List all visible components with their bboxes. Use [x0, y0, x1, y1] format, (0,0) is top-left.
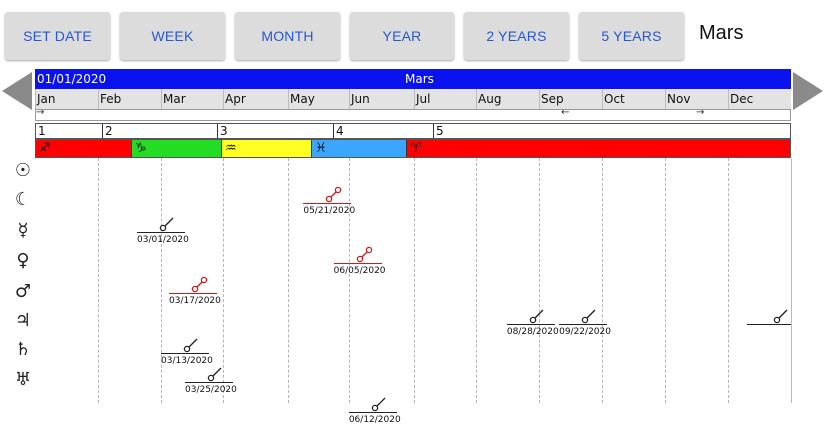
- year-button[interactable]: YEAR: [350, 12, 454, 60]
- conjunction-icon: [529, 309, 544, 324]
- direct-arrow-icon: →: [36, 107, 45, 118]
- month-label: Dec: [728, 89, 791, 109]
- capricorn-icon: ♑: [132, 140, 222, 157]
- month-label: Jan: [35, 89, 98, 109]
- month-gridline: [349, 158, 350, 403]
- mercury-icon: ☿: [17, 220, 29, 241]
- month-label: Aug: [476, 89, 539, 109]
- timeline-start-date: 01/01/2020: [37, 72, 107, 86]
- month-button[interactable]: MONTH: [235, 12, 340, 60]
- mars-icon: ♂: [14, 281, 32, 302]
- month-gridline: [414, 158, 415, 403]
- conjunction-icon: [773, 309, 788, 324]
- month-label: Oct: [602, 89, 665, 109]
- phase-number-row: 1 2 3 4 5: [35, 123, 791, 139]
- month-gridline: [98, 158, 99, 403]
- phase-number: 5: [433, 124, 444, 138]
- jupiter-icon: ♃: [14, 310, 32, 331]
- uranus-icon: ♅: [14, 369, 32, 390]
- phase-number: 3: [217, 124, 228, 138]
- aspect-date-label: 08/28/2020: [506, 327, 559, 337]
- month-gridline: [476, 158, 477, 403]
- aspect-date-label: 03/13/2020: [161, 356, 213, 366]
- zodiac-sign-row: ♐ ♑ ♒ ♓ ♈: [35, 139, 791, 158]
- month-label: Mar: [161, 89, 223, 109]
- month-gridline: [728, 158, 729, 403]
- aspect-date-label: 05/21/2020: [303, 206, 356, 216]
- aspect-date-label: 03/17/2020: [169, 296, 221, 306]
- phase-number: 1: [38, 124, 46, 138]
- aspect-span-line: [169, 293, 217, 294]
- week-button[interactable]: WEEK: [120, 12, 225, 60]
- aspect-span-line: [161, 353, 209, 354]
- aspect-date-label: 09/22/2020: [559, 327, 611, 337]
- aspect-span-line: [185, 382, 233, 383]
- pisces-icon: ♓: [312, 140, 407, 157]
- conjunction-icon: [371, 397, 386, 412]
- next-period-icon[interactable]: [793, 72, 823, 110]
- sagittarius-icon: ♐: [36, 140, 132, 157]
- aspect-span-line: [506, 324, 555, 325]
- conjunction-icon: [159, 217, 174, 232]
- conjunction-icon: [581, 309, 596, 324]
- timeline-planet-label: Mars: [405, 72, 434, 86]
- set-date-button[interactable]: SET DATE: [5, 12, 110, 60]
- month-label: Sep: [539, 89, 602, 109]
- retrograde-arrow-icon: ←: [561, 107, 570, 118]
- sun-icon: ☉: [14, 160, 32, 181]
- opposition-icon: [191, 276, 208, 293]
- two-years-button[interactable]: 2 YEARS: [464, 12, 569, 60]
- month-gridline: [539, 158, 540, 403]
- month-gridline: [288, 158, 289, 403]
- aspect-span-line: [747, 324, 791, 325]
- month-label: Jun: [349, 89, 414, 109]
- aspect-date-label: 06/12/2020: [348, 415, 401, 425]
- motion-direction-row: → ← →: [35, 107, 791, 121]
- opposition-icon: [326, 186, 342, 203]
- month-header-row: Jan Feb Mar Apr May Jun Jul Aug Sep Oct Nov Dec: [35, 89, 791, 109]
- opposition-icon: [356, 246, 372, 263]
- saturn-icon: ♄: [14, 339, 32, 360]
- conjunction-icon: [183, 338, 198, 353]
- page-title: Mars: [699, 22, 744, 44]
- conjunction-icon: [207, 367, 222, 382]
- grid-edge: [791, 158, 792, 403]
- aspect-span-line: [303, 203, 352, 204]
- aspect-span-line: [137, 232, 185, 233]
- phase-number: 4: [333, 124, 344, 138]
- aspect-span-line: [559, 324, 608, 325]
- aquarius-icon: ♒: [222, 140, 312, 157]
- month-gridline: [665, 158, 666, 403]
- month-gridline: [223, 158, 224, 403]
- aspect-grid: 05/21/2020 03/01/2020 06/05/2020 03/17/2020…: [35, 158, 792, 425]
- month-label: Nov: [665, 89, 728, 109]
- previous-period-icon[interactable]: [2, 72, 32, 110]
- direct-arrow-icon: →: [696, 107, 705, 118]
- aspect-span-line: [333, 263, 382, 264]
- month-label: Apr: [223, 89, 288, 109]
- month-gridline: [161, 158, 162, 403]
- aries-icon: ♈: [407, 140, 790, 157]
- moon-icon: ☾: [14, 189, 32, 210]
- timeline-header: 01/01/2020 Mars: [35, 69, 791, 89]
- venus-icon: ♀: [16, 250, 30, 271]
- five-years-button[interactable]: 5 YEARS: [579, 12, 684, 60]
- month-label: May: [288, 89, 349, 109]
- month-label: Feb: [98, 89, 161, 109]
- month-gridline: [602, 158, 603, 403]
- aspect-date-label: 03/01/2020: [137, 235, 189, 245]
- aspect-date-label: 06/05/2020: [333, 266, 386, 276]
- aspect-date-label: 03/25/2020: [185, 385, 237, 395]
- month-label: Jul: [414, 89, 476, 109]
- phase-number: 2: [102, 124, 113, 138]
